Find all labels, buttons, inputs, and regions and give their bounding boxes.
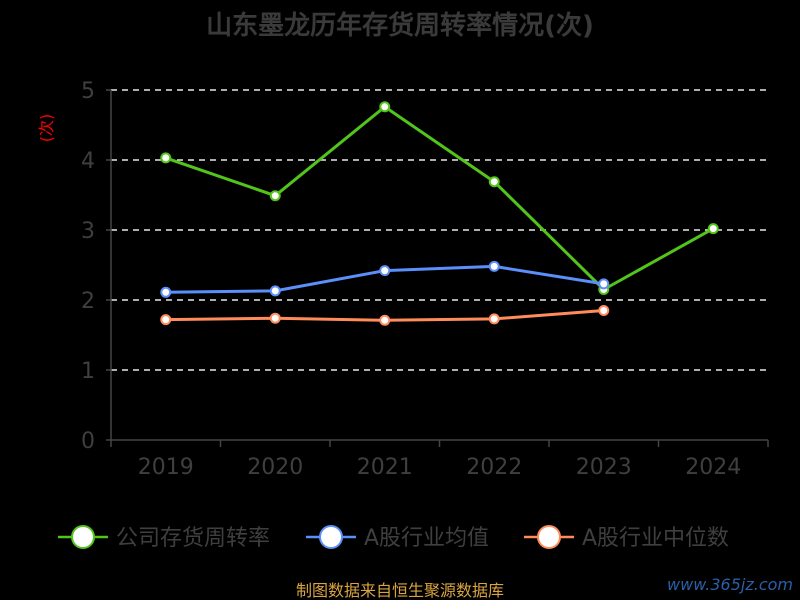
- grid-layer: [111, 89, 768, 371]
- x-tick-label: 2019: [138, 455, 194, 480]
- y-tick-label: 1: [81, 359, 95, 384]
- data-point: [379, 314, 391, 326]
- legend: 公司存货周转率 A股行业均值 A股行业中位数: [58, 525, 729, 551]
- series-layer: [160, 101, 719, 326]
- series-2: [160, 260, 610, 298]
- y-tick-label: 4: [81, 149, 95, 174]
- data-point: [269, 285, 281, 297]
- data-point: [598, 305, 610, 316]
- y-axis-label: (次): [37, 114, 56, 143]
- series-line: [164, 105, 715, 291]
- series-1: [160, 101, 719, 295]
- legend-label: 公司存货周转率: [116, 526, 270, 551]
- x-tick-label: 2020: [247, 455, 303, 480]
- legend-item: A股行业中位数: [524, 525, 729, 551]
- data-point: [379, 101, 391, 113]
- legend-marker: [537, 525, 561, 549]
- data-point: [160, 286, 172, 298]
- x-tick-label: 2022: [466, 455, 522, 480]
- data-point: [269, 190, 281, 202]
- y-tick-label: 3: [81, 219, 95, 244]
- legend-label: A股行业均值: [364, 526, 489, 551]
- y-tick-label: 5: [81, 79, 95, 104]
- y-tick-label: 0: [81, 429, 95, 454]
- axis-layer: 0 1 2 3 4 5 2019 2020 2021 2022 2023 2024: [81, 79, 769, 480]
- series-3: [160, 305, 610, 326]
- legend-label: A股行业中位数: [582, 526, 729, 551]
- data-point: [707, 223, 719, 235]
- x-tick-label: 2021: [357, 455, 413, 480]
- x-tick-label: 2023: [576, 455, 632, 480]
- data-point: [160, 314, 172, 326]
- legend-item: 公司存货周转率: [58, 525, 270, 551]
- legend-marker: [71, 525, 95, 549]
- legend-marker: [319, 525, 343, 549]
- data-point: [269, 312, 281, 324]
- source-note: 制图数据来自恒生聚源数据库: [296, 581, 504, 600]
- legend-item: A股行业均值: [306, 525, 489, 551]
- data-point: [160, 152, 172, 164]
- data-point: [379, 265, 391, 277]
- data-point: [598, 278, 610, 290]
- data-point: [488, 176, 500, 188]
- data-point: [488, 260, 500, 272]
- y-tick-label: 2: [81, 289, 95, 314]
- data-point: [488, 313, 500, 325]
- watermark: www.365jz.com: [667, 575, 793, 594]
- x-tick-label: 2024: [685, 455, 741, 480]
- chart-title: 山东墨龙历年存货周转率情况(次): [206, 10, 594, 41]
